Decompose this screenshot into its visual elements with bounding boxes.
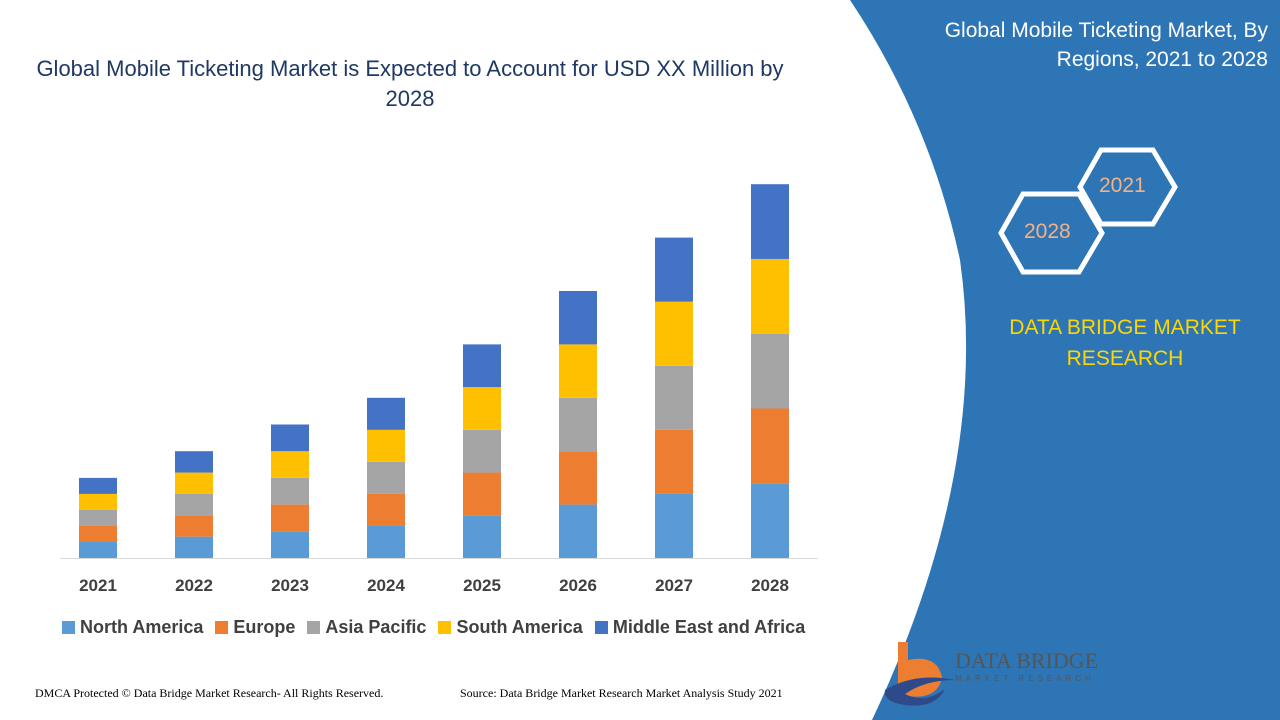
bar-2026-europe	[559, 451, 597, 505]
bar-2025-europe	[463, 472, 501, 516]
bar-2027-south-america	[655, 301, 693, 366]
logo: DATA BRIDGE MARKET RESEARCH	[955, 648, 1098, 683]
logo-name: DATA BRIDGE	[955, 648, 1099, 673]
legend-item: Middle East and Africa	[594, 617, 806, 638]
bar-2028-asia-pacific	[751, 333, 789, 409]
bar-2024-asia-pacific	[367, 461, 405, 494]
bar-2024-middle-east-and-africa	[367, 397, 405, 430]
bar-2026-middle-east-and-africa	[559, 291, 597, 345]
legend-label: Europe	[233, 617, 296, 637]
x-tick-label: 2022	[175, 576, 213, 595]
hexagon-2021	[1077, 147, 1178, 227]
bar-2021-europe	[79, 525, 117, 542]
bar-2027-north-america	[655, 493, 693, 558]
bar-2027-middle-east-and-africa	[655, 237, 693, 302]
bar-2025-south-america	[463, 387, 501, 430]
legend-label: South America	[456, 617, 583, 637]
hexagon-2028	[998, 191, 1105, 275]
legend-item: Asia Pacific	[307, 617, 426, 638]
bar-2023-north-america	[271, 531, 309, 558]
legend-item: South America	[438, 617, 583, 638]
legend-label: North America	[80, 617, 204, 637]
bar-2026-south-america	[559, 344, 597, 398]
bar-2026-north-america	[559, 504, 597, 558]
logo-mark	[884, 642, 955, 706]
logo-tagline: MARKET RESEARCH	[955, 674, 1095, 683]
legend-swatch	[438, 621, 452, 634]
bar-2022-south-america	[175, 472, 213, 494]
bar-2022-middle-east-and-africa	[175, 451, 213, 473]
legend-item: Europe	[215, 617, 295, 638]
hex-label-2021: 2021	[1099, 174, 1146, 197]
bar-2028-south-america	[751, 258, 789, 334]
bar-2023-asia-pacific	[271, 477, 309, 505]
legend-swatch	[594, 621, 608, 634]
brand-text: DATA BRIDGE MARKET RESEARCH	[1009, 316, 1241, 370]
legend-swatch	[62, 621, 75, 634]
bar-2026-asia-pacific	[559, 397, 597, 452]
footer-copyright: DMCA Protected © Data Bridge Market Rese…	[35, 686, 384, 700]
chart-title: Global Mobile Ticketing Market is Expect…	[36, 56, 784, 111]
bar-2021-south-america	[79, 493, 117, 510]
side-title: Global Mobile Ticketing Market, By Regio…	[944, 19, 1268, 71]
bar-2023-europe	[271, 504, 309, 532]
bar-2023-south-america	[271, 451, 309, 478]
bar-2025-middle-east-and-africa	[463, 344, 501, 388]
bar-2022-asia-pacific	[175, 493, 213, 516]
legend: North America Europe Asia Pacific South Ame…	[62, 617, 805, 638]
legend-label: Asia Pacific	[325, 617, 427, 637]
bar-2028-middle-east-and-africa	[751, 184, 789, 259]
bars	[79, 184, 789, 558]
bar-2025-north-america	[463, 515, 501, 558]
bar-2024-europe	[367, 493, 405, 526]
bar-2024-north-america	[367, 525, 405, 558]
bar-2022-europe	[175, 515, 213, 537]
x-tick-label: 2023	[271, 576, 309, 595]
x-tick-label: 2024	[367, 576, 405, 595]
bar-2027-europe	[655, 429, 693, 494]
x-tick-label: 2028	[751, 576, 789, 595]
legend-swatch	[307, 621, 321, 634]
footer-source: Source: Data Bridge Market Research Mark…	[460, 686, 783, 700]
bar-2021-middle-east-and-africa	[79, 477, 117, 494]
x-tick-label: 2025	[463, 576, 501, 595]
bar-2022-north-america	[175, 536, 213, 558]
x-tick-label: 2027	[655, 576, 693, 595]
x-tick-label: 2021	[79, 576, 117, 595]
bar-2021-north-america	[79, 541, 117, 558]
bar-2028-europe	[751, 408, 789, 484]
x-tick-label: 2026	[559, 576, 597, 595]
legend-label: Middle East and Africa	[612, 617, 806, 637]
legend-swatch	[215, 621, 229, 634]
hex-label-2028: 2028	[1024, 220, 1071, 243]
bar-2028-north-america	[751, 483, 789, 558]
bar-2027-asia-pacific	[655, 365, 693, 430]
legend-item: North America	[62, 617, 203, 638]
bar-2021-asia-pacific	[79, 509, 117, 526]
bar-2023-middle-east-and-africa	[271, 424, 309, 452]
bar-2025-asia-pacific	[463, 429, 501, 473]
bar-2024-south-america	[367, 429, 405, 462]
